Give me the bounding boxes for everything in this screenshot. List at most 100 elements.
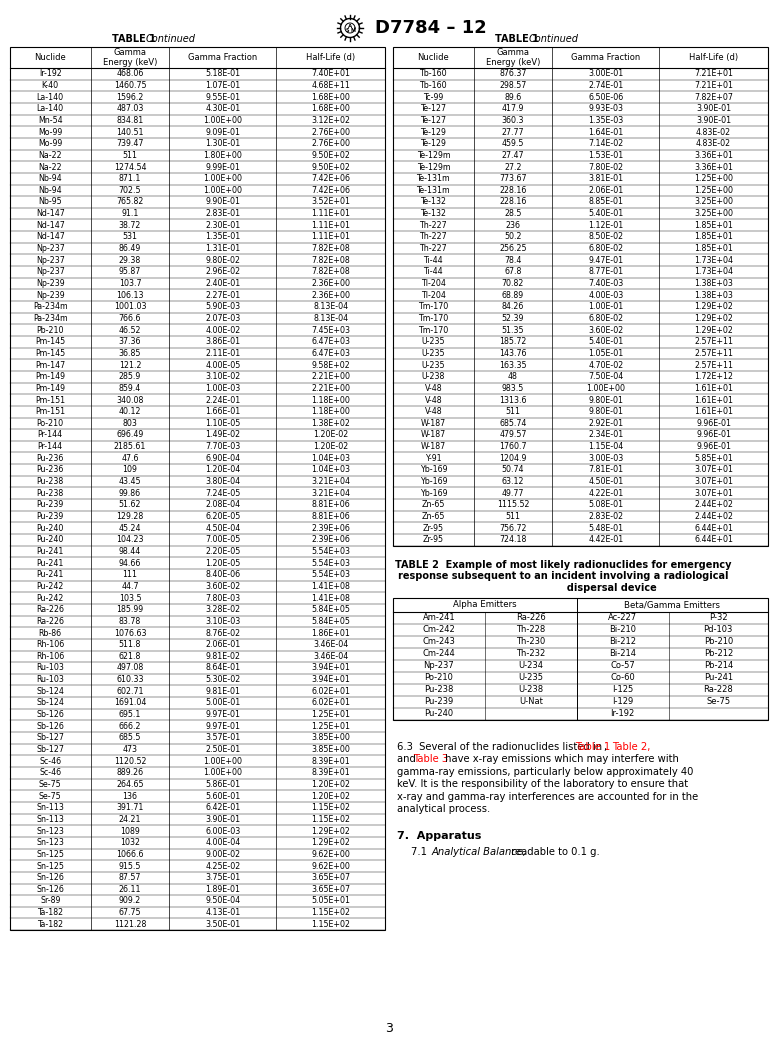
- Text: 6.90E-04: 6.90E-04: [205, 454, 240, 463]
- Text: Sb-127: Sb-127: [37, 733, 65, 742]
- Text: Nd-147: Nd-147: [36, 232, 65, 242]
- Text: Sb-126: Sb-126: [37, 721, 65, 731]
- Text: 1.38E+03: 1.38E+03: [694, 279, 733, 288]
- Text: 3.46E-04: 3.46E-04: [313, 640, 349, 650]
- Text: 2.83E-02: 2.83E-02: [588, 512, 623, 522]
- Bar: [393, 740, 768, 818]
- Text: 2.06E-01: 2.06E-01: [588, 186, 623, 195]
- Text: 103.5: 103.5: [119, 593, 142, 603]
- Text: 9.58E+02: 9.58E+02: [311, 360, 350, 370]
- Text: Pm-149: Pm-149: [35, 373, 65, 381]
- Text: U-235: U-235: [518, 674, 543, 682]
- Text: Ta-182: Ta-182: [37, 920, 63, 929]
- Text: Sn-126: Sn-126: [37, 885, 65, 894]
- Text: I-125: I-125: [612, 685, 633, 694]
- Text: Th-230: Th-230: [516, 637, 545, 646]
- Text: 511: 511: [122, 151, 138, 160]
- Text: 285.9: 285.9: [119, 373, 141, 381]
- Text: V-48: V-48: [425, 396, 442, 405]
- Bar: [10, 47, 385, 930]
- Text: 83.78: 83.78: [119, 617, 141, 626]
- Text: 9.97E-01: 9.97E-01: [205, 721, 240, 731]
- Text: Mn-54: Mn-54: [38, 116, 62, 125]
- Text: 9.96E-01: 9.96E-01: [696, 418, 731, 428]
- Text: 7.24E-05: 7.24E-05: [205, 488, 240, 498]
- Text: 6.00E-03: 6.00E-03: [205, 827, 240, 836]
- Text: 5.40E-01: 5.40E-01: [588, 209, 623, 219]
- Text: 4.68E+11: 4.68E+11: [311, 81, 350, 90]
- Text: 3.00E-03: 3.00E-03: [588, 454, 623, 463]
- Text: 2.57E+11: 2.57E+11: [694, 349, 733, 358]
- Text: 3.86E-01: 3.86E-01: [205, 337, 240, 347]
- Text: 859.4: 859.4: [119, 384, 141, 392]
- Text: 2.74E-01: 2.74E-01: [588, 81, 623, 90]
- Text: 1.89E-01: 1.89E-01: [205, 885, 240, 894]
- Text: 67.8: 67.8: [504, 268, 522, 276]
- Text: 4.30E-01: 4.30E-01: [205, 104, 240, 113]
- Text: 766.6: 766.6: [119, 314, 142, 323]
- Text: Pu-240: Pu-240: [37, 535, 64, 544]
- Text: Tm-170: Tm-170: [419, 302, 448, 311]
- Text: 1204.9: 1204.9: [499, 454, 527, 463]
- Text: 48: 48: [508, 373, 518, 381]
- Text: 7.21E+01: 7.21E+01: [694, 81, 733, 90]
- Text: Sn-113: Sn-113: [37, 815, 65, 823]
- Text: 3.36E+01: 3.36E+01: [694, 162, 733, 172]
- Text: 3.50E-01: 3.50E-01: [205, 920, 240, 929]
- Text: 3.65E+07: 3.65E+07: [311, 885, 350, 894]
- Text: 497.08: 497.08: [117, 663, 144, 672]
- Text: 86.49: 86.49: [119, 244, 141, 253]
- Text: Pa-234m: Pa-234m: [33, 314, 68, 323]
- Text: 7.82E+08: 7.82E+08: [311, 244, 350, 253]
- Text: 109: 109: [123, 465, 138, 475]
- Text: 3.21E+04: 3.21E+04: [311, 488, 350, 498]
- Text: Ti-44: Ti-44: [423, 256, 443, 264]
- Text: 756.72: 756.72: [499, 524, 527, 533]
- Text: 7.81E-01: 7.81E-01: [588, 465, 623, 475]
- Text: Sn-125: Sn-125: [37, 849, 65, 859]
- Text: 2.83E-01: 2.83E-01: [205, 209, 240, 219]
- Text: U-235: U-235: [422, 360, 445, 370]
- Text: 9.80E-02: 9.80E-02: [205, 256, 240, 264]
- Text: 87.57: 87.57: [119, 873, 141, 882]
- Text: 4.13E-01: 4.13E-01: [205, 908, 240, 917]
- Text: 1.68E+00: 1.68E+00: [311, 93, 350, 102]
- Text: 1.20E-04: 1.20E-04: [205, 465, 240, 475]
- Text: 129.28: 129.28: [117, 512, 144, 522]
- Text: Half-Life (d): Half-Life (d): [689, 53, 738, 62]
- Text: 7.  Apparatus: 7. Apparatus: [397, 831, 482, 841]
- Text: 1.25E+01: 1.25E+01: [311, 710, 350, 719]
- Text: 9.55E-01: 9.55E-01: [205, 93, 240, 102]
- Text: 185.72: 185.72: [499, 337, 527, 347]
- Text: Ra-228: Ra-228: [703, 685, 733, 694]
- Text: Yb-169: Yb-169: [419, 477, 447, 486]
- Text: 3.52E+01: 3.52E+01: [311, 198, 350, 206]
- Text: Sc-46: Sc-46: [39, 768, 61, 778]
- Text: Tb-160: Tb-160: [419, 81, 447, 90]
- Text: 36.85: 36.85: [119, 349, 141, 358]
- Text: 9.62E+00: 9.62E+00: [311, 862, 350, 870]
- Text: 2.07E-03: 2.07E-03: [205, 314, 240, 323]
- Text: 52.39: 52.39: [502, 314, 524, 323]
- Text: 5.18E-01: 5.18E-01: [205, 70, 240, 78]
- Text: 1.15E+02: 1.15E+02: [311, 804, 350, 812]
- Text: Tm-170: Tm-170: [419, 326, 448, 334]
- Text: 6.47E+03: 6.47E+03: [311, 337, 350, 347]
- Text: U-Nat: U-Nat: [519, 697, 543, 706]
- Text: Co-60: Co-60: [610, 674, 635, 682]
- Text: 5.54E+03: 5.54E+03: [311, 547, 350, 556]
- Text: Mo-99: Mo-99: [38, 128, 62, 136]
- Text: 3.75E-01: 3.75E-01: [205, 873, 240, 882]
- Text: 7.80E-03: 7.80E-03: [205, 593, 240, 603]
- Text: 1.64E-01: 1.64E-01: [588, 128, 623, 136]
- Text: 1313.6: 1313.6: [499, 396, 527, 405]
- Text: U-238: U-238: [422, 373, 445, 381]
- Text: 1.29E+02: 1.29E+02: [311, 838, 350, 847]
- Text: 1.29E+02: 1.29E+02: [311, 827, 350, 836]
- Text: Pb-212: Pb-212: [703, 650, 733, 658]
- Text: I-129: I-129: [612, 697, 633, 706]
- Text: 8.81E+06: 8.81E+06: [311, 512, 350, 522]
- Text: Tl-204: Tl-204: [421, 279, 446, 288]
- Text: 1.53E-01: 1.53E-01: [588, 151, 623, 160]
- Text: V-48: V-48: [425, 407, 442, 416]
